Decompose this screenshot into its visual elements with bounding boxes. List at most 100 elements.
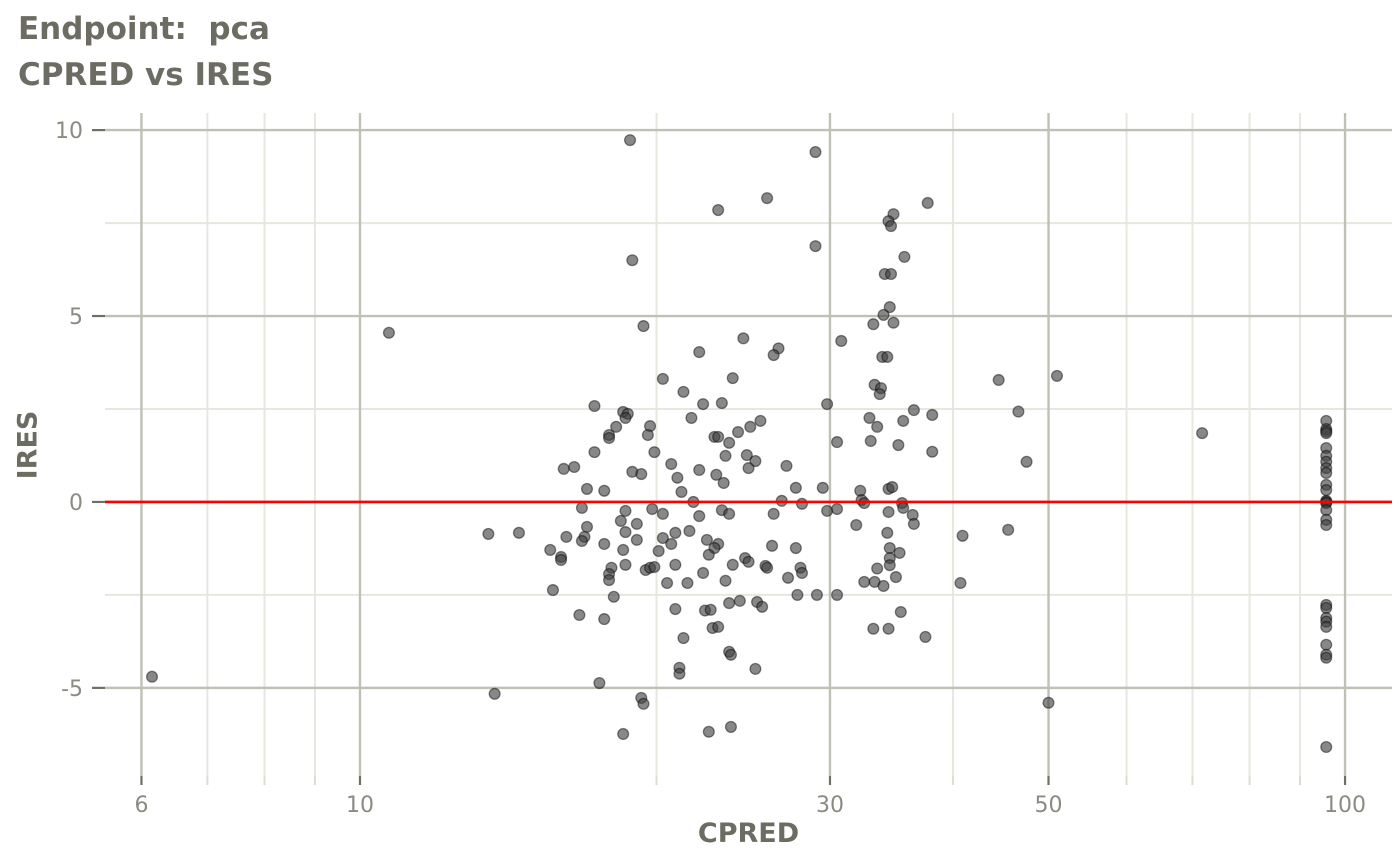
data-point bbox=[863, 411, 876, 424]
data-point bbox=[626, 254, 639, 267]
data-point bbox=[907, 517, 920, 530]
data-point bbox=[641, 428, 654, 442]
x-tick-label: 10 bbox=[346, 793, 374, 818]
data-point bbox=[1002, 523, 1015, 536]
data-point bbox=[1320, 620, 1333, 633]
data-point bbox=[765, 539, 779, 552]
data-point bbox=[693, 463, 706, 477]
x-tick-label: 50 bbox=[1035, 793, 1063, 818]
data-point bbox=[850, 518, 863, 532]
data-point bbox=[669, 602, 682, 616]
data-point bbox=[617, 727, 630, 741]
data-point bbox=[1012, 405, 1025, 418]
data-point bbox=[580, 520, 594, 533]
data-point bbox=[893, 546, 906, 559]
data-point bbox=[712, 430, 725, 443]
data-point bbox=[926, 408, 939, 421]
data-point bbox=[619, 558, 632, 571]
data-point bbox=[737, 332, 750, 345]
data-point bbox=[921, 196, 934, 210]
data-point bbox=[830, 588, 844, 601]
data-point bbox=[575, 501, 588, 514]
data-point bbox=[724, 648, 737, 661]
data-point bbox=[656, 372, 669, 385]
data-point bbox=[954, 576, 967, 590]
data-point bbox=[873, 388, 886, 401]
y-tick-label: 10 bbox=[55, 119, 83, 144]
data-point bbox=[871, 562, 884, 575]
data-point bbox=[835, 334, 848, 347]
data-point bbox=[712, 620, 725, 633]
data-point bbox=[482, 527, 495, 540]
x-tick-label: 100 bbox=[1324, 793, 1366, 818]
data-point bbox=[1042, 696, 1055, 709]
data-point bbox=[749, 454, 762, 468]
data-point bbox=[702, 548, 715, 561]
data-point bbox=[671, 471, 684, 484]
data-point bbox=[742, 555, 755, 568]
data-point bbox=[883, 542, 896, 555]
data-point bbox=[789, 542, 802, 555]
data-point bbox=[656, 531, 669, 545]
data-point bbox=[685, 411, 698, 424]
data-point bbox=[898, 250, 911, 263]
data-point bbox=[719, 449, 732, 462]
data-point bbox=[744, 420, 757, 433]
data-point bbox=[598, 537, 611, 551]
data-point bbox=[795, 497, 809, 510]
data-point bbox=[907, 404, 920, 417]
data-point bbox=[956, 529, 969, 542]
data-point bbox=[724, 720, 737, 733]
data-point bbox=[809, 145, 822, 159]
data-point bbox=[588, 399, 601, 413]
data-point bbox=[789, 481, 802, 494]
data-point bbox=[603, 431, 616, 445]
data-point bbox=[767, 349, 780, 362]
y-tick-label: 5 bbox=[69, 305, 83, 330]
data-point bbox=[723, 436, 736, 449]
data-point bbox=[697, 398, 710, 411]
data-point bbox=[555, 553, 568, 567]
data-point bbox=[877, 308, 890, 321]
data-point bbox=[821, 398, 834, 411]
data-point bbox=[145, 670, 159, 683]
data-point bbox=[767, 507, 780, 520]
data-point bbox=[780, 459, 793, 472]
data-point bbox=[607, 590, 620, 603]
data-point bbox=[623, 134, 637, 147]
data-point bbox=[661, 576, 674, 590]
data-point bbox=[754, 414, 767, 427]
data-point bbox=[544, 543, 557, 556]
data-point bbox=[1320, 740, 1333, 754]
data-point bbox=[742, 462, 755, 475]
y-tick-label: 0 bbox=[69, 491, 83, 516]
data-point bbox=[560, 530, 573, 543]
data-point bbox=[610, 420, 623, 433]
data-point bbox=[723, 507, 736, 520]
data-point bbox=[568, 460, 581, 474]
data-point bbox=[710, 468, 723, 481]
data-point bbox=[810, 588, 823, 601]
data-point bbox=[693, 346, 706, 359]
data-point bbox=[1320, 601, 1333, 614]
data-point bbox=[646, 502, 659, 516]
data-point bbox=[740, 449, 753, 462]
data-point bbox=[756, 600, 769, 613]
data-point bbox=[719, 574, 732, 587]
data-point bbox=[656, 507, 669, 520]
data-point bbox=[894, 605, 907, 619]
data-point bbox=[598, 613, 611, 626]
data-point bbox=[883, 301, 896, 314]
data-point bbox=[864, 434, 877, 448]
data-point bbox=[809, 240, 822, 253]
data-point bbox=[749, 662, 762, 675]
data-point bbox=[992, 373, 1005, 387]
data-point bbox=[683, 524, 696, 538]
data-point bbox=[630, 533, 643, 546]
data-point bbox=[712, 204, 725, 217]
data-point bbox=[677, 385, 690, 398]
plot-subtitle: CPRED vs IRES bbox=[18, 57, 274, 93]
data-point bbox=[637, 320, 650, 333]
